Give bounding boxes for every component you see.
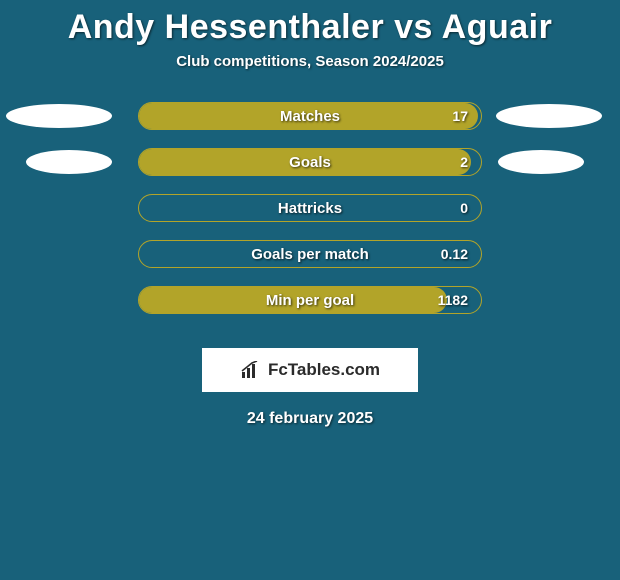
stat-label: Matches (138, 102, 482, 130)
subtitle: Club competitions, Season 2024/2025 (0, 53, 620, 70)
stats-area: Matches17 Goals2 Hattricks0 Goals per match… (0, 102, 620, 332)
stat-row: Goals2 (0, 148, 620, 194)
stat-row: Hattricks0 (0, 194, 620, 240)
stat-bar: Goals2 (138, 148, 482, 176)
comparison-card: Andy Hessenthaler vs Aguair Club competi… (0, 0, 620, 580)
player-right-marker (498, 150, 584, 174)
stat-value: 0.12 (441, 240, 468, 268)
stat-value: 2 (460, 148, 468, 176)
stat-value: 1182 (438, 286, 468, 314)
stat-label: Hattricks (138, 194, 482, 222)
stat-row: Matches17 (0, 102, 620, 148)
player-right-marker (496, 104, 602, 128)
stat-row: Goals per match0.12 (0, 240, 620, 286)
stat-value: 0 (460, 194, 468, 222)
stat-bar: Goals per match0.12 (138, 240, 482, 268)
logo-text: FcTables.com (268, 360, 380, 380)
bar-chart-icon (240, 361, 262, 379)
stat-label: Goals per match (138, 240, 482, 268)
player-left-marker (26, 150, 112, 174)
stat-label: Goals (138, 148, 482, 176)
stat-value: 17 (452, 102, 468, 130)
logo-box[interactable]: FcTables.com (202, 348, 418, 392)
stat-bar: Min per goal1182 (138, 286, 482, 314)
stat-label: Min per goal (138, 286, 482, 314)
date: 24 february 2025 (0, 410, 620, 428)
page-title: Andy Hessenthaler vs Aguair (0, 0, 620, 47)
stat-bar: Hattricks0 (138, 194, 482, 222)
player-left-marker (6, 104, 112, 128)
stat-bar: Matches17 (138, 102, 482, 130)
stat-row: Min per goal1182 (0, 286, 620, 332)
